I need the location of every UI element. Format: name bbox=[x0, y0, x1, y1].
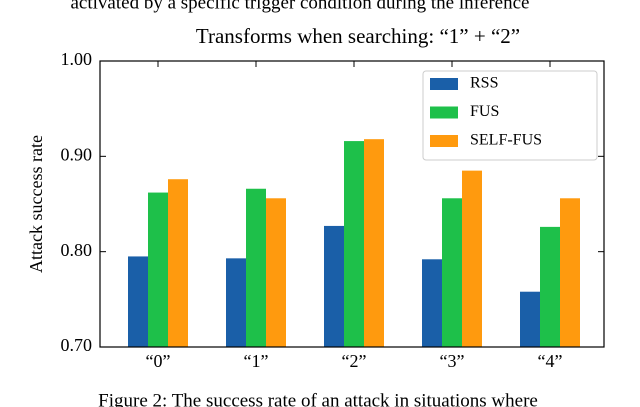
bar bbox=[128, 256, 148, 347]
legend-label: FUS bbox=[470, 103, 499, 120]
bar bbox=[266, 198, 286, 347]
x-tick-label: “1” bbox=[244, 351, 269, 371]
y-tick-label: 0.70 bbox=[61, 335, 93, 355]
x-tick-label: “3” bbox=[440, 351, 465, 371]
bar bbox=[560, 198, 580, 347]
x-tick-label: “4” bbox=[538, 351, 563, 371]
legend-swatch bbox=[430, 78, 458, 90]
legend-swatch bbox=[430, 106, 458, 119]
bar bbox=[364, 139, 384, 347]
bar bbox=[520, 291, 540, 347]
legend-box bbox=[422, 70, 598, 161]
context-text: activated by a specific trigger conditio… bbox=[71, 0, 530, 13]
legend-label: RSS bbox=[470, 75, 498, 92]
bar bbox=[168, 179, 188, 347]
x-tick-label: “2” bbox=[342, 351, 367, 371]
y-tick-label: 0.80 bbox=[61, 240, 93, 260]
bar bbox=[422, 259, 442, 347]
plot-frame bbox=[99, 60, 605, 348]
bar bbox=[462, 170, 482, 347]
legend-label: SELF-FUS bbox=[470, 132, 542, 149]
y-axis-label: Attack success rate bbox=[26, 135, 46, 273]
bar bbox=[540, 226, 560, 347]
bar bbox=[226, 258, 246, 347]
caption: Figure 2: The success rate of an attack … bbox=[98, 390, 538, 407]
y-tick-label: 0.90 bbox=[61, 144, 93, 164]
legend-swatch bbox=[430, 135, 458, 147]
bar bbox=[148, 192, 168, 347]
y-tick-label: 1.00 bbox=[61, 49, 93, 69]
bar bbox=[324, 225, 344, 347]
bar bbox=[246, 188, 266, 347]
bar bbox=[344, 141, 364, 347]
bar bbox=[442, 198, 462, 347]
x-tick-label: “0” bbox=[146, 351, 171, 371]
chart-title: Transforms when searching: “1” + “2” bbox=[196, 24, 520, 48]
